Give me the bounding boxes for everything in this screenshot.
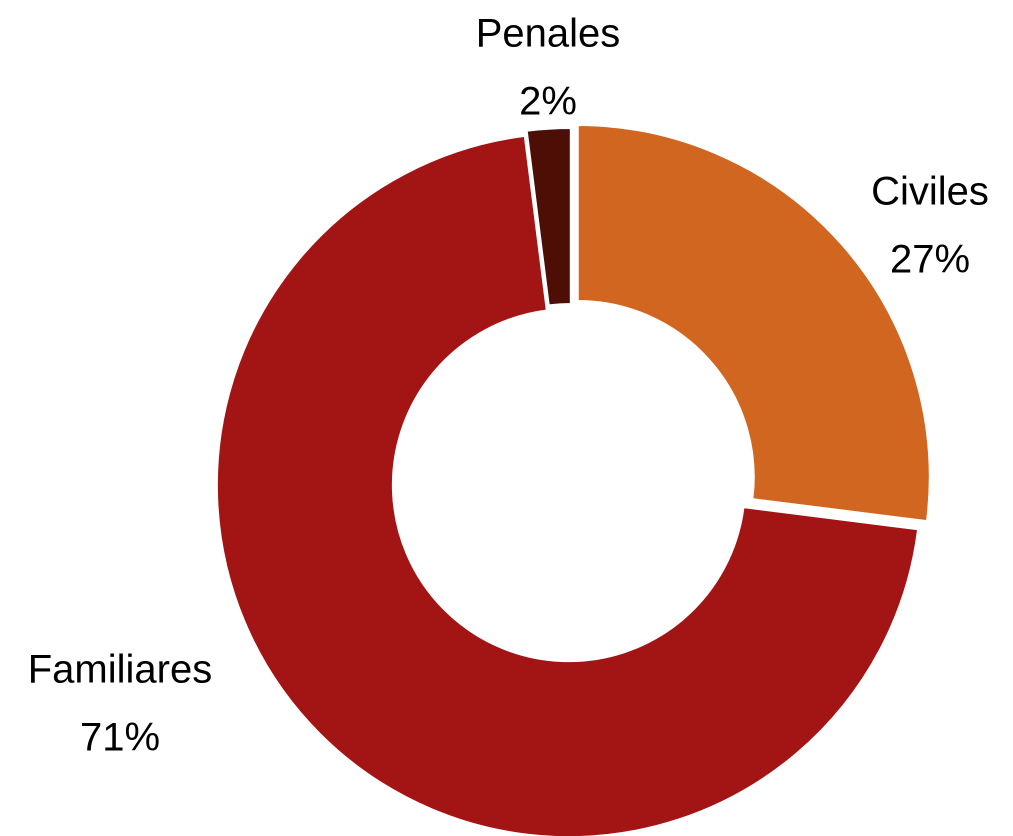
donut-slice bbox=[525, 127, 572, 307]
donut-slice bbox=[215, 134, 920, 836]
slice-value-label: 27% bbox=[890, 238, 970, 282]
slice-value-label: 71% bbox=[80, 716, 160, 760]
slice-value-label: 2% bbox=[519, 80, 577, 124]
slice-category-label: Penales bbox=[476, 12, 621, 56]
slice-category-label: Familiares bbox=[28, 648, 212, 692]
slice-category-label: Civiles bbox=[871, 170, 989, 214]
donut-slice bbox=[576, 124, 931, 523]
